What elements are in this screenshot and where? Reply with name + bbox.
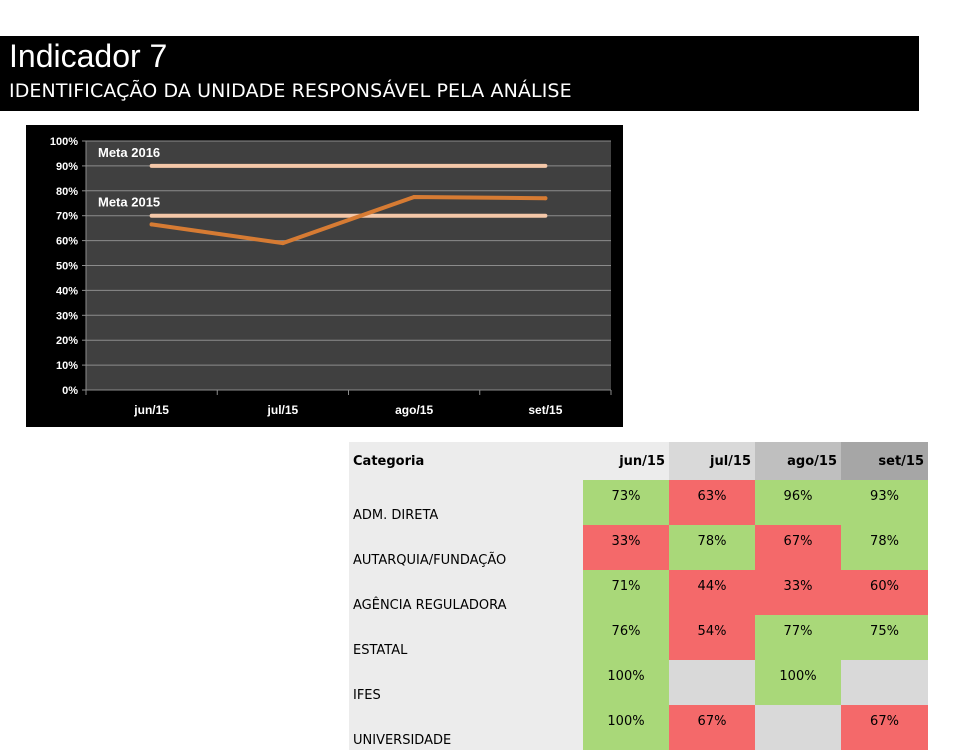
table-cell: 63% — [669, 480, 755, 525]
series-line — [149, 195, 548, 246]
table-cell: 100% — [583, 705, 669, 750]
x-tick-label: jun/15 — [133, 403, 169, 417]
table-cell: 33% — [755, 570, 841, 615]
table-cell: 77% — [755, 615, 841, 660]
table-row: ADM. DIRETA 73% 63% 96% 93% — [349, 480, 928, 525]
column-header-categoria: Categoria — [349, 442, 583, 480]
y-tick-label: 40% — [56, 285, 78, 297]
table-cell: 78% — [669, 525, 755, 570]
series-point — [412, 195, 417, 200]
table-row: UNIVERSIDADE 100% 67% 67% — [349, 705, 928, 750]
table-row: AUTARQUIA/FUNDAÇÃO 33% 78% 67% 78% — [349, 525, 928, 570]
table-row: ESTATAL 76% 54% 77% 75% — [349, 615, 928, 660]
x-tick-label: ago/15 — [395, 403, 433, 417]
x-tick-label: set/15 — [528, 403, 562, 417]
table-cell: 96% — [755, 480, 841, 525]
y-tick-label: 50% — [56, 261, 78, 273]
row-label: AGÊNCIA REGULADORA — [349, 570, 583, 615]
goal-line-label: Meta 2016 — [98, 145, 160, 160]
y-tick-label: 90% — [56, 161, 78, 173]
row-label: ESTATAL — [349, 615, 583, 660]
y-tick-label: 20% — [56, 335, 78, 347]
series-point — [543, 196, 548, 201]
column-header-jun15: jun/15 — [583, 442, 669, 480]
table-cell — [841, 660, 928, 705]
series-point — [280, 241, 285, 246]
row-label: ADM. DIRETA — [349, 480, 583, 525]
table-cell: 75% — [841, 615, 928, 660]
table-cell: 33% — [583, 525, 669, 570]
column-header-ago15: ago/15 — [755, 442, 841, 480]
results-table: Categoria jun/15 jul/15 ago/15 set/15 AD… — [349, 442, 928, 750]
table-cell: 67% — [841, 705, 928, 750]
goal-line-label: Meta 2015 — [98, 195, 160, 210]
table-cell: 67% — [669, 705, 755, 750]
y-tick-label: 60% — [56, 236, 78, 248]
row-label: AUTARQUIA/FUNDAÇÃO — [349, 525, 583, 570]
x-tick-label: jul/15 — [267, 403, 299, 417]
table-cell: 78% — [841, 525, 928, 570]
table-cell — [755, 705, 841, 750]
row-label: UNIVERSIDADE — [349, 705, 583, 750]
title-banner: Indicador 7 IDENTIFICAÇÃO DA UNIDADE RES… — [0, 36, 919, 111]
row-label: IFES — [349, 660, 583, 705]
table-cell: 71% — [583, 570, 669, 615]
table-cell: 54% — [669, 615, 755, 660]
table-cell: 93% — [841, 480, 928, 525]
table-cell — [669, 660, 755, 705]
table-cell: 100% — [755, 660, 841, 705]
table-cell: 100% — [583, 660, 669, 705]
column-header-jul15: jul/15 — [669, 442, 755, 480]
line-chart: 0% 10% 20% 30% 40% 50% 60% 70% 80% 90% 100% jun/15 j… — [26, 125, 623, 427]
y-tick-label: 70% — [56, 211, 78, 223]
y-tick-label: 30% — [56, 310, 78, 322]
table-row: AGÊNCIA REGULADORA 71% 44% 33% 60% — [349, 570, 928, 615]
series-point — [149, 222, 154, 227]
y-tick-label: 0% — [62, 385, 78, 397]
y-tick-label: 100% — [50, 136, 78, 148]
y-tick-label: 10% — [56, 360, 78, 372]
y-tick-label: 80% — [56, 186, 78, 198]
table-cell: 67% — [755, 525, 841, 570]
table-cell: 44% — [669, 570, 755, 615]
table-row: IFES 100% 100% — [349, 660, 928, 705]
table-header-row: Categoria jun/15 jul/15 ago/15 set/15 — [349, 442, 928, 480]
page-subtitle: IDENTIFICAÇÃO DA UNIDADE RESPONSÁVEL PEL… — [9, 80, 572, 102]
chart-canvas: 0% 10% 20% 30% 40% 50% 60% 70% 80% 90% 100% jun/15 j… — [50, 136, 612, 417]
column-header-set15: set/15 — [841, 442, 928, 480]
table-cell: 60% — [841, 570, 928, 615]
page-title: Indicador 7 — [9, 38, 168, 74]
table-cell: 76% — [583, 615, 669, 660]
table-cell: 73% — [583, 480, 669, 525]
